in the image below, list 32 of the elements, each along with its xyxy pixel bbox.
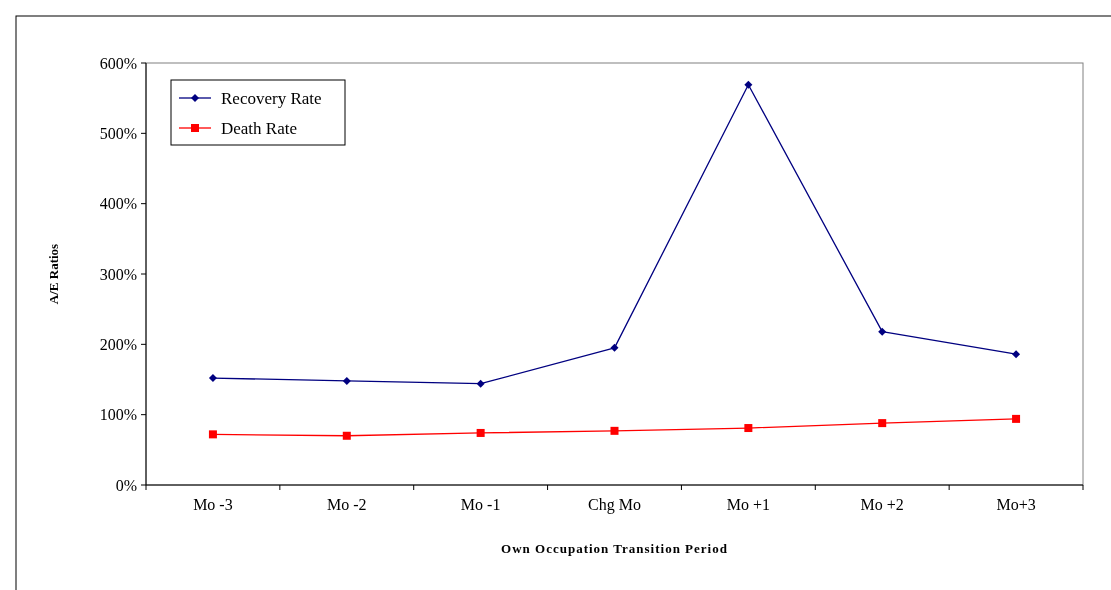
point (342, 431, 351, 440)
point (878, 419, 887, 428)
y-tick-label: 300% (99, 265, 137, 283)
point (878, 327, 887, 336)
point (1012, 414, 1021, 423)
point (476, 428, 485, 437)
legend-label: Death Rate (221, 118, 297, 138)
point (610, 426, 619, 435)
point (208, 430, 217, 439)
point (610, 343, 619, 352)
y-tick-label: 0% (115, 476, 137, 494)
y-tick-label: 200% (99, 335, 137, 353)
x-tick-label: Mo -3 (193, 496, 233, 513)
point (476, 379, 485, 388)
point (1012, 350, 1021, 359)
x-tick-label: Mo +2 (860, 496, 904, 513)
point (342, 376, 351, 385)
y-tick-label: 500% (99, 124, 137, 142)
point (744, 424, 753, 433)
point (744, 80, 753, 89)
y-tick-label: 600% (99, 54, 137, 72)
x-tick-label: Chg Mo (588, 496, 641, 514)
y-tick-label: 100% (99, 406, 137, 424)
x-tick-label: Mo -1 (460, 496, 501, 513)
legend-label: Recovery Rate (221, 88, 322, 108)
point (208, 374, 217, 383)
y-tick-label: 400% (99, 195, 137, 213)
x-tick-label: Mo+3 (996, 496, 1036, 513)
x-tick-label: Mo +1 (726, 496, 770, 513)
x-tick-label: Mo -2 (327, 496, 367, 513)
x-axis-title: Own Occupation Transition Period (501, 541, 728, 556)
y-axis-title: A/E Ratios (46, 243, 61, 305)
